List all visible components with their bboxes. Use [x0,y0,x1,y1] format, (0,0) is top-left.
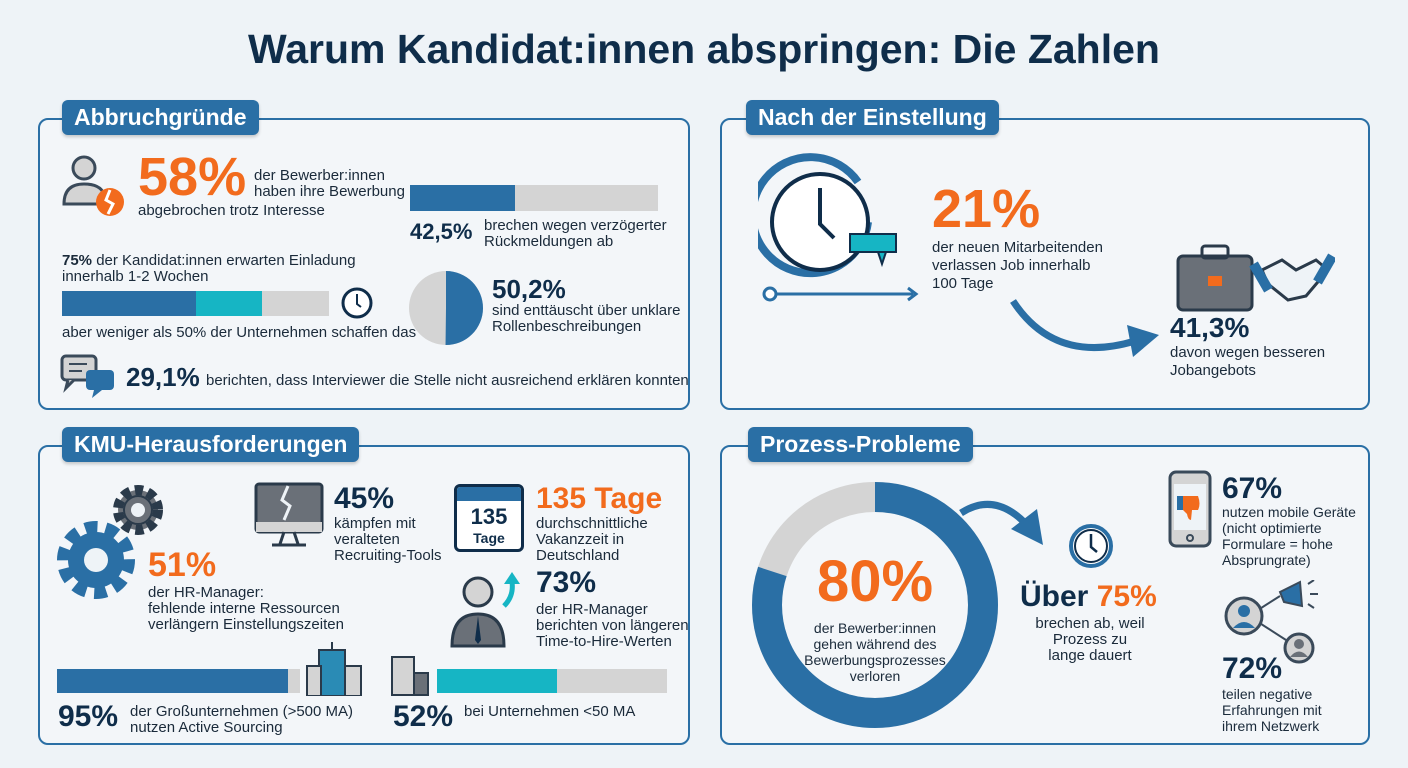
clock-icon [341,287,373,319]
user-broken-heart-icon [62,155,124,216]
page-title: Warum Kandidat:innen abspringen: Die Zah… [248,26,1160,72]
stat-52: 52% [393,700,454,733]
stat-73-text: berichten von längeren [536,617,689,634]
office-building-icon [306,642,362,696]
donut-arc [752,482,998,728]
stat-42-5-text: Rückmeldungen ab [484,233,614,250]
stat-75: 75% [62,252,93,269]
calendar-icon: 135 Tage [454,484,524,552]
stat-135-text: Vakanzzeit in [536,531,625,548]
gears-icon [57,485,163,599]
stat-41-3-text: davon wegen besseren [1170,344,1326,361]
stat-58-text: abgebrochen trotz Interesse [138,202,325,219]
stat-45-text: veralteten [334,531,400,548]
stat-67-text: Absprungrate) [1222,552,1311,568]
panel-nach-der-einstellung [720,118,1370,410]
stat-value: 75% [1096,580,1157,613]
stat-29-1: 29,1% [126,362,200,392]
stat-80-text: der Bewerber:innen [813,620,937,636]
pie-slice [445,271,483,345]
donut-chart-80 [752,482,998,728]
stat-21: 21% [932,179,1041,239]
stat-21-text: verlassen Job innerhalb [932,257,1091,274]
progress-bar-42-5 [410,185,658,211]
network-megaphone-icon [1224,580,1318,664]
panel-title: Prozess-Probleme [748,427,973,462]
stat-67-text: Formulare = hohe [1222,536,1333,552]
stat-45: 45% [334,482,395,515]
stat-67-text: (nicht optimierte [1222,520,1322,536]
stat-80-text: Bewerbungsprozesses [804,652,946,668]
stat-42-5-text: brechen wegen verzögerter [484,217,667,234]
stat-95: 95% [58,700,119,733]
progress-bar-52 [437,669,667,693]
progress-bar-95 [57,669,300,693]
stat-45-text: Recruiting-Tools [334,547,442,564]
stat-75-text: innerhalb 1-2 Wochen [62,268,209,285]
stat-50-2-text: sind enttäuscht über unklare [492,302,681,319]
calendar-label: Tage [473,530,505,546]
stat-45-text: kämpfen mit [334,515,416,532]
stat-75-text: Prozess zu [1052,631,1128,648]
stat-75-desc: der Kandidat:innen erwarten Einladung [92,252,356,269]
stat-75-text: brechen ab, weil [1035,615,1145,632]
stat-58-text: der Bewerber:innen [254,167,385,184]
broken-monitor-icon [254,482,324,547]
stat-72: 72% [1222,652,1283,685]
stat-80: 80% [816,549,934,614]
calendar-number: 135 [470,504,508,529]
panel-title: Abbruchgründe [62,100,259,135]
stat-135-text: Deutschland [536,547,620,564]
stat-52-text: bei Unternehmen <50 MA [464,703,636,720]
panel-title: KMU-Herausforderungen [62,427,360,462]
stat-50-2: 50,2% [492,274,566,304]
stat-51: 51% [148,546,217,584]
stat-58: 58% [138,147,247,207]
stat-58-text: haben ihre Bewerbung [254,183,405,200]
curved-arrow-icon [1010,299,1159,357]
stat-21-text: 100 Tage [932,275,994,292]
curved-arrow-icon [959,501,1043,545]
clock-icon [1069,524,1113,568]
stat-80-text: gehen während des [813,636,937,652]
progress-bar-75 [62,291,329,316]
stat-75-text: lange dauert [1048,647,1132,664]
panel-abbruchgruende [38,118,690,410]
stat-75-text: 75% der Kandidat:innen erwarten Einladun… [62,253,356,269]
stat-51-text: der HR-Manager: [148,584,264,601]
stat-67: 67% [1222,472,1283,505]
stat-95-text: nutzen Active Sourcing [130,719,283,736]
stat-80-text: verloren [849,668,901,684]
stat-72-text: teilen negative [1222,686,1313,702]
manager-arrow-up-icon [450,572,520,648]
stat-72-text: ihrem Netzwerk [1222,718,1320,734]
stat-21-text: der neuen Mitarbeitenden [932,239,1103,256]
stat-67-text: nutzen mobile Geräte [1222,504,1356,520]
panel-title: Nach der Einstellung [746,100,999,135]
stat-95-text: der Großunternehmen (>500 MA) [130,703,354,720]
stat-73: 73% [536,566,597,599]
stat-51-text: verlängern Einstellungszeiten [148,616,344,633]
stat-72-text: Erfahrungen mit [1222,702,1322,718]
stat-41-3: 41,3% [1170,312,1250,343]
stat-41-3-text: Jobangebots [1170,362,1256,379]
stat-135-tage: 135 Tage [536,482,663,515]
clock-timeline-icon [758,153,919,302]
stat-29-1-text: berichten, dass Interviewer die Stelle n… [206,372,689,389]
chat-bubbles-icon [60,354,114,398]
stat-51-text: fehlende interne Ressourcen [148,600,340,617]
stat-prefix: Über [1020,580,1089,613]
stat-73-text: Time-to-Hire-Werten [536,633,672,650]
stat-50-2-text: Rollenbeschreibungen [492,318,642,335]
phone-thumbs-down-icon [1168,470,1212,548]
stat-75-note: aber weniger als 50% der Unternehmen sch… [62,324,417,341]
stat-135-text: durchschnittliche [536,515,648,532]
briefcase-handshake-icon [1176,244,1335,312]
stat-73-text: der HR-Manager [536,601,648,618]
pie-chart-50-2 [409,271,483,345]
stat-ueber-75: Über 75% [1020,580,1157,614]
stat-42-5: 42,5% [410,219,473,244]
small-building-icon [391,656,429,696]
